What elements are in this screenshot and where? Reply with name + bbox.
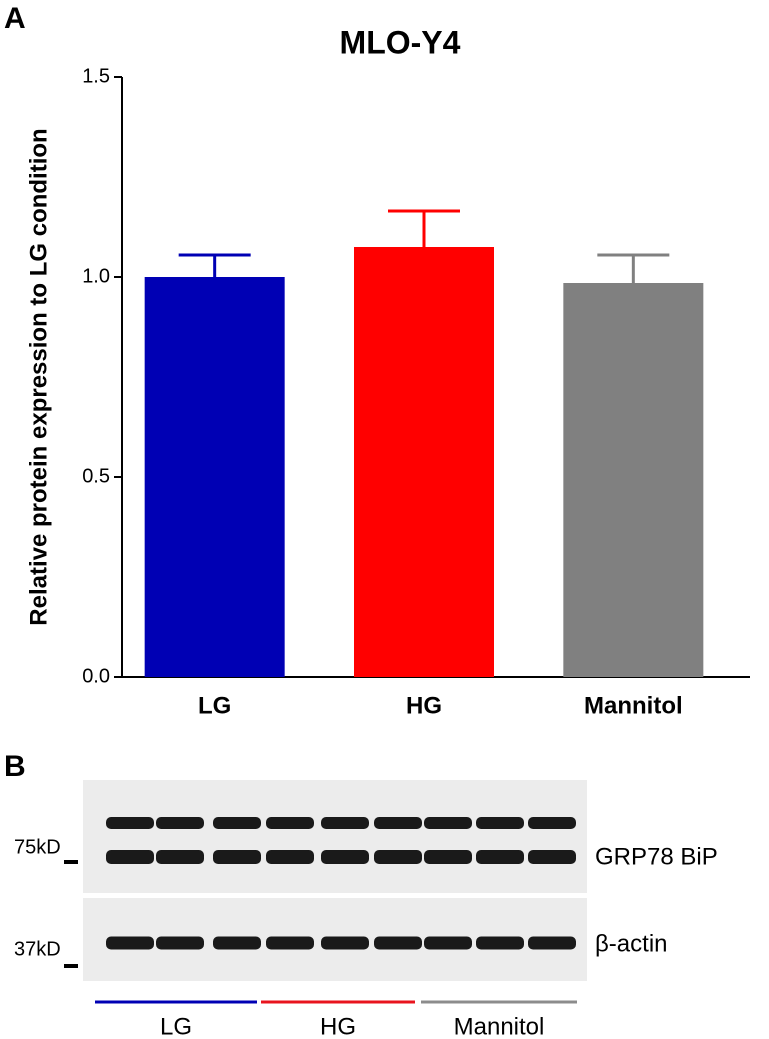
band — [424, 936, 472, 950]
band — [213, 936, 261, 950]
band — [156, 936, 204, 950]
marker-tick — [64, 964, 78, 968]
band — [266, 817, 314, 829]
band — [213, 817, 261, 829]
band — [476, 936, 524, 950]
x-tick-label: Mannitol — [584, 692, 683, 719]
x-tick-label: LG — [198, 692, 231, 719]
band — [374, 817, 422, 829]
y-axis-label: Relative protein expression to LG condit… — [25, 128, 52, 625]
band — [528, 817, 576, 829]
group-label: LG — [160, 1013, 192, 1039]
marker-label: 75kD — [14, 836, 61, 858]
group-label: Mannitol — [454, 1013, 545, 1039]
band — [528, 850, 576, 864]
y-tick-label: 0.0 — [82, 665, 110, 687]
band — [476, 850, 524, 864]
band — [156, 850, 204, 864]
band — [374, 936, 422, 950]
band — [424, 817, 472, 829]
protein-label: GRP78 BiP — [595, 843, 718, 870]
bar — [563, 283, 704, 677]
group-label: HG — [320, 1013, 356, 1039]
chart-title: MLO-Y4 — [340, 24, 461, 60]
band — [321, 936, 369, 950]
band — [266, 850, 314, 864]
band — [424, 850, 472, 864]
band — [106, 850, 154, 864]
panel-label: A — [4, 2, 26, 35]
marker-label: 37kD — [14, 938, 61, 960]
marker-tick — [64, 860, 78, 864]
panel-label: B — [4, 750, 26, 783]
band — [528, 936, 576, 950]
band — [213, 850, 261, 864]
band — [321, 850, 369, 864]
blot-membrane — [83, 780, 587, 893]
band — [106, 936, 154, 950]
x-tick-label: HG — [406, 692, 442, 719]
protein-label: β-actin — [595, 930, 668, 957]
band — [156, 817, 204, 829]
band — [476, 817, 524, 829]
band — [321, 817, 369, 829]
band — [106, 817, 154, 829]
blot-bands — [106, 817, 576, 950]
y-tick-label: 1.5 — [82, 65, 110, 87]
y-tick-label: 1.0 — [82, 265, 110, 287]
band — [374, 850, 422, 864]
bar — [354, 247, 494, 677]
band — [266, 936, 314, 950]
y-tick-label: 0.5 — [82, 465, 110, 487]
bar — [144, 277, 285, 677]
